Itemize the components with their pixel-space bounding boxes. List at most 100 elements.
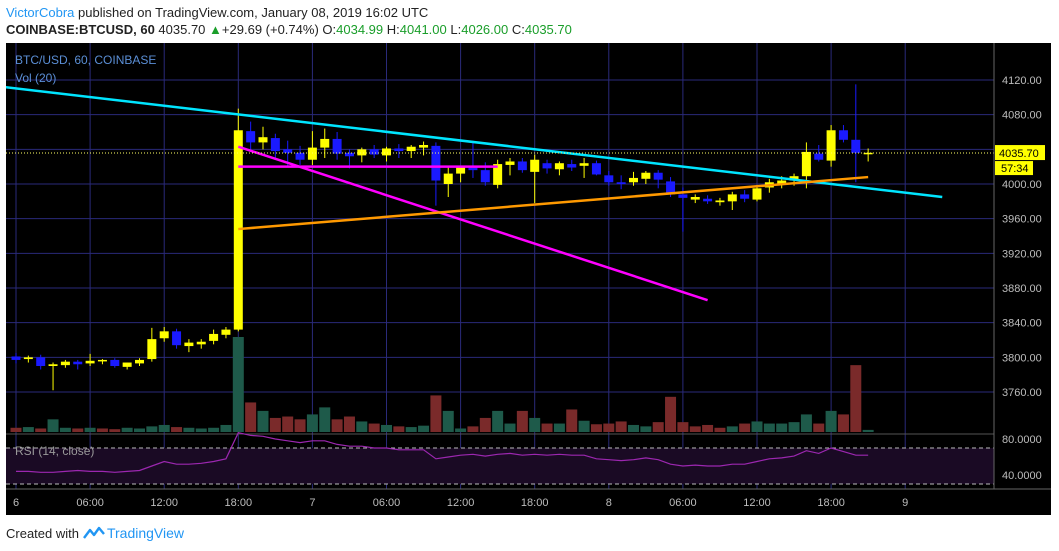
candle bbox=[456, 166, 466, 174]
volume-bar bbox=[183, 427, 195, 432]
candle bbox=[468, 165, 478, 171]
rsi-tick-label: 40.0000 bbox=[1002, 470, 1042, 482]
volume-bar bbox=[195, 428, 207, 432]
volume-bar bbox=[343, 416, 355, 432]
x-tick-label: 06:00 bbox=[669, 497, 697, 509]
volume-bar bbox=[158, 424, 170, 432]
volume-bar bbox=[652, 422, 664, 432]
candle bbox=[196, 341, 206, 345]
price-tag bbox=[995, 145, 1045, 161]
volume-bar bbox=[282, 416, 294, 432]
volume-bar bbox=[726, 426, 738, 432]
volume-bar bbox=[689, 426, 701, 432]
candle bbox=[159, 331, 169, 339]
candle bbox=[246, 131, 256, 143]
volume-label: Vol (20) bbox=[15, 71, 56, 85]
price-axis[interactable]: 4120.004080.004040.004000.003960.003920.… bbox=[993, 43, 1045, 489]
candle bbox=[480, 170, 490, 183]
y-tick-label: 4000.00 bbox=[1002, 179, 1042, 191]
candle bbox=[172, 331, 182, 346]
candle bbox=[233, 130, 243, 330]
candle bbox=[554, 163, 564, 170]
x-tick-label: 7 bbox=[309, 497, 315, 509]
close-value: 4035.70 bbox=[524, 22, 572, 37]
author-link[interactable]: VictorCobra bbox=[6, 5, 75, 20]
volume-bar bbox=[84, 427, 96, 432]
volume-bar bbox=[208, 427, 220, 432]
volume-bar bbox=[430, 395, 442, 432]
volume-bar bbox=[492, 410, 504, 432]
x-tick-label: 18:00 bbox=[225, 497, 253, 509]
volume-bar bbox=[751, 421, 763, 432]
volume-bar bbox=[220, 424, 232, 432]
high-label: H: bbox=[386, 22, 400, 37]
rsi-tick-label: 80.0000 bbox=[1002, 434, 1042, 446]
x-tick-label: 6 bbox=[13, 497, 19, 509]
candle bbox=[406, 146, 416, 152]
up-arrow-icon: ▲ bbox=[209, 22, 222, 37]
y-tick-label: 4080.00 bbox=[1002, 110, 1042, 122]
volume-bar bbox=[393, 426, 405, 432]
candle bbox=[629, 177, 638, 183]
candle bbox=[826, 130, 836, 161]
candle bbox=[727, 194, 737, 202]
volume-bar bbox=[467, 426, 479, 432]
candle bbox=[443, 173, 453, 184]
volume-bar bbox=[590, 424, 602, 432]
candle bbox=[801, 151, 811, 177]
rsi-line bbox=[16, 432, 869, 473]
tradingview-logo-icon[interactable] bbox=[83, 526, 105, 540]
volume-bar bbox=[96, 428, 108, 432]
candle bbox=[715, 200, 725, 203]
volume-bar bbox=[566, 409, 578, 432]
volume-bar bbox=[677, 422, 689, 432]
time-axis[interactable]: 6 06:00 12:00 18:00 7 06:00 12:00 18:00 8 06:00 12… bbox=[6, 488, 1051, 509]
candle bbox=[307, 147, 317, 160]
volume-bar bbox=[356, 421, 368, 432]
candle bbox=[270, 138, 280, 152]
candle bbox=[814, 153, 824, 160]
tradingview-brand[interactable]: TradingView bbox=[106, 525, 185, 541]
volume-bar bbox=[381, 424, 392, 432]
x-tick-label: 18:00 bbox=[817, 497, 845, 509]
rsi-label: RSI (14, close) bbox=[15, 444, 94, 458]
candle bbox=[863, 152, 873, 155]
candle bbox=[690, 197, 700, 200]
candle bbox=[653, 172, 663, 180]
candle bbox=[752, 188, 762, 200]
x-tick-label: 12:00 bbox=[447, 497, 475, 509]
candle bbox=[320, 138, 330, 148]
candle bbox=[851, 139, 861, 153]
x-tick-label: 8 bbox=[606, 497, 612, 509]
volume-bar bbox=[109, 429, 121, 432]
trendlines[interactable] bbox=[6, 85, 943, 302]
candle bbox=[283, 149, 293, 153]
volume-bars bbox=[10, 337, 874, 432]
open-label: O: bbox=[322, 22, 337, 37]
y-tick-label: 3760.00 bbox=[1002, 387, 1042, 399]
volume-bar bbox=[702, 424, 714, 432]
candle bbox=[493, 164, 503, 185]
volume-bar bbox=[714, 427, 726, 432]
candle bbox=[147, 339, 157, 360]
candle bbox=[332, 138, 342, 154]
price-change: +29.69 (+0.74%) bbox=[221, 22, 319, 37]
volume-bar bbox=[665, 396, 677, 432]
price-chart[interactable]: 4120.004080.004040.004000.003960.003920.… bbox=[6, 43, 1051, 515]
candle bbox=[11, 356, 21, 360]
volume-bar bbox=[837, 414, 849, 432]
candle bbox=[122, 362, 132, 367]
open-value: 4034.99 bbox=[336, 22, 384, 37]
volume-bar bbox=[331, 419, 343, 432]
volume-bar bbox=[319, 407, 331, 432]
volume-bar bbox=[35, 428, 47, 432]
volume-bar bbox=[825, 410, 837, 432]
candle bbox=[97, 359, 107, 362]
candle bbox=[703, 198, 713, 202]
low-value: 4026.00 bbox=[461, 22, 509, 37]
candle bbox=[394, 148, 404, 152]
y-tick-label: 4120.00 bbox=[1002, 75, 1042, 87]
volume-bar bbox=[294, 419, 306, 432]
cyan-trendline bbox=[6, 85, 943, 199]
volume-bar bbox=[47, 419, 59, 432]
